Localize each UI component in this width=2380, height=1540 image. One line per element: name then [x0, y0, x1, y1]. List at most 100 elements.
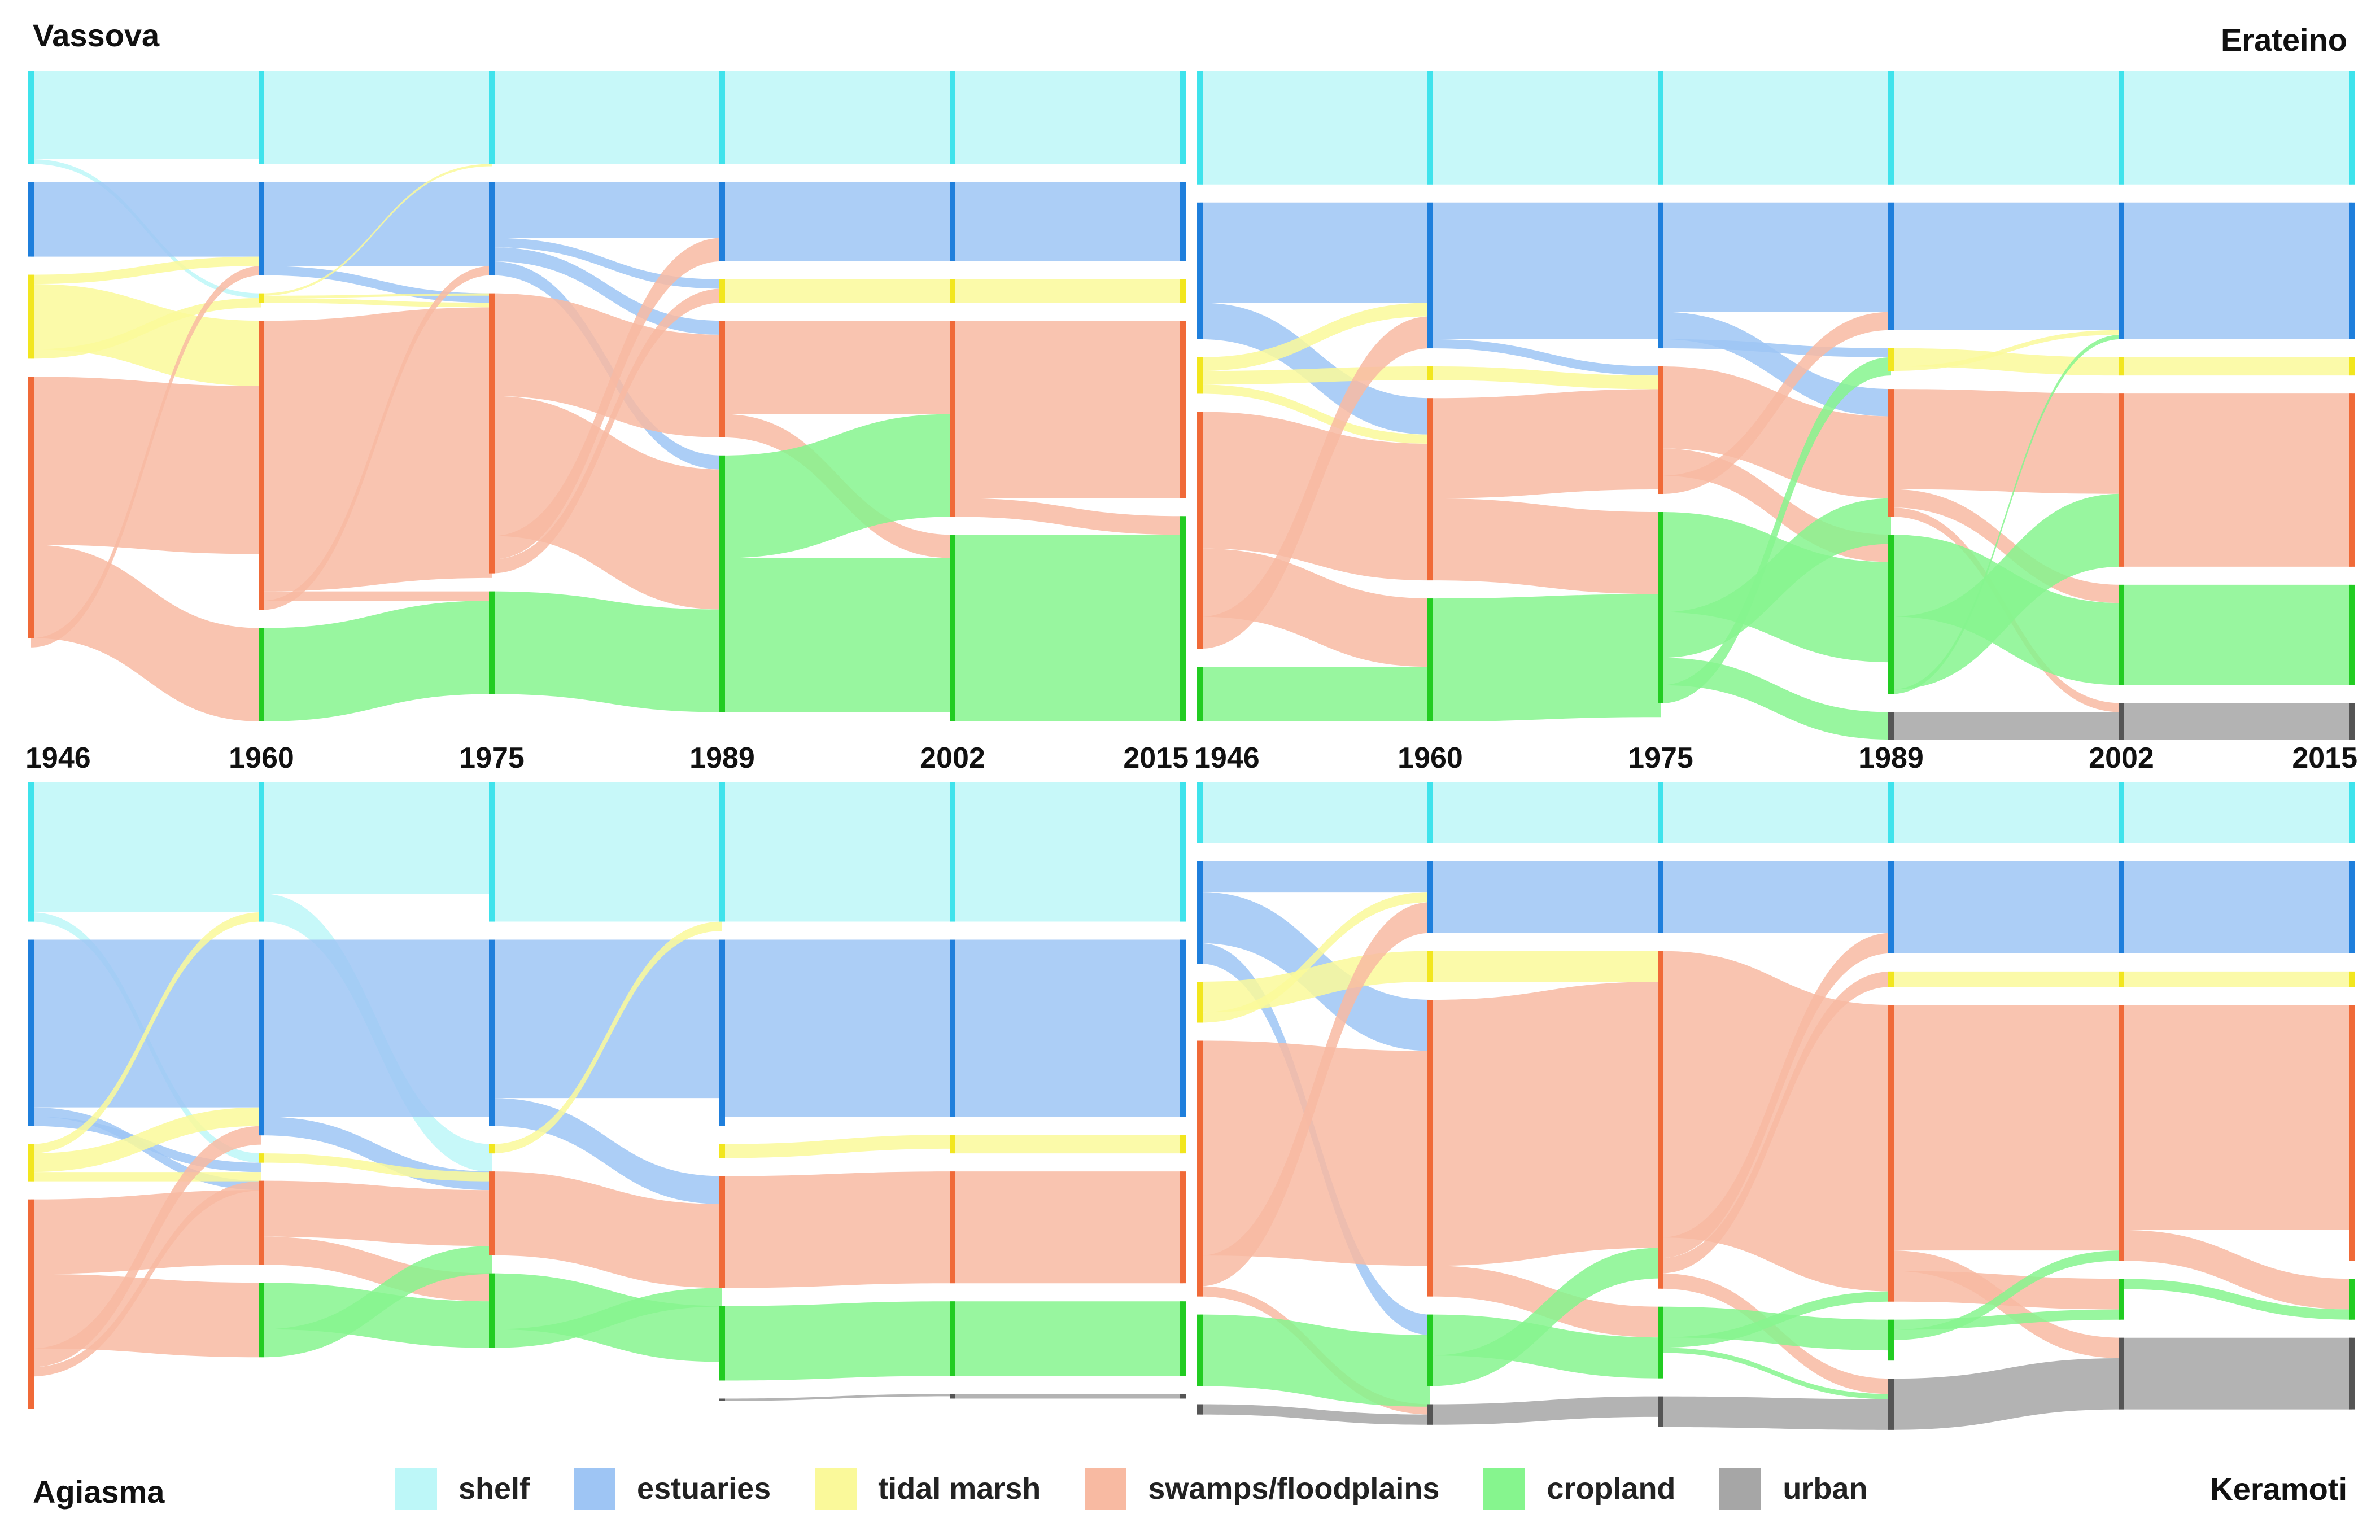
node-tidal_marsh-1946 — [1197, 357, 1203, 394]
flow-cropland-to-cropland — [261, 601, 492, 721]
flow-shelf-to-shelf — [492, 782, 722, 922]
node-swamps-1975 — [1658, 951, 1663, 1289]
node-estuaries-1989 — [719, 182, 725, 261]
node-estuaries-1946 — [28, 939, 34, 1126]
node-estuaries-1960 — [259, 939, 264, 1136]
flow-cropland-to-cropland — [722, 558, 953, 712]
node-shelf-1946 — [28, 71, 34, 164]
node-swamps-1946 — [28, 1199, 34, 1409]
node-estuaries-2002 — [950, 939, 955, 1117]
flow-swamps-to-estuaries — [1200, 902, 1430, 1287]
flow-shelf-to-shelf — [1430, 71, 1661, 185]
node-cropland-1960 — [1427, 1314, 1433, 1386]
node-swamps-1960 — [1427, 398, 1433, 581]
flow-swamps-to-swamps — [1430, 982, 1661, 1266]
flow-estuaries-to-estuaries — [953, 182, 1183, 261]
flow-tidal_marsh-to-estuaries — [31, 256, 261, 285]
flow-swamps-to-swamps — [492, 293, 722, 438]
node-swamps-1960 — [259, 1180, 264, 1265]
year-label-2002: 2002 — [2089, 742, 2154, 775]
flow-swamps-to-tidal_marsh — [31, 1181, 261, 1377]
flow-swamps-to-cropland — [492, 396, 722, 610]
flow-cropland-to-swamps — [1661, 1291, 1891, 1348]
node-shelf-2015 — [1180, 782, 1186, 922]
node-urban-1989 — [1888, 1379, 1894, 1430]
node-cropland-1989 — [1888, 535, 1894, 694]
node-tidal_marsh-1989 — [1888, 348, 1894, 371]
node-cropland-1960 — [259, 1283, 264, 1358]
legend-swatch-estuaries — [574, 1468, 616, 1510]
flow-swamps-to-cropland — [1430, 498, 1661, 594]
flow-swamps-to-swamps — [1891, 389, 2121, 494]
node-shelf-2015 — [2349, 782, 2355, 843]
flow-swamps-to-estuaries — [1200, 316, 1430, 649]
flow-shelf-to-shelf — [722, 71, 953, 164]
flow-estuaries-to-estuaries — [722, 182, 953, 261]
flow-cropland-to-swamps — [1891, 1250, 2121, 1340]
flow-swamps-to-cropland — [261, 591, 492, 601]
flow-swamps-to-swamps — [1430, 389, 1661, 498]
node-swamps-1975 — [489, 1171, 495, 1255]
node-shelf-1960 — [1427, 71, 1433, 185]
node-estuaries-2015 — [2349, 202, 2355, 339]
node-estuaries-2015 — [1180, 939, 1186, 1117]
flow-shelf-to-shelf — [492, 71, 722, 164]
node-urban-2002 — [2119, 1337, 2124, 1410]
flow-shelf-to-shelf — [31, 782, 261, 913]
node-swamps-1946 — [1197, 1040, 1203, 1297]
node-swamps-1960 — [1427, 1000, 1433, 1297]
flow-cropland-to-cropland — [1430, 594, 1661, 721]
flow-cropland-to-cropland — [1430, 1314, 1661, 1379]
node-cropland-1975 — [489, 591, 495, 694]
node-cropland-2002 — [2119, 584, 2124, 685]
flow-cropland-to-swamps — [261, 1246, 492, 1358]
node-shelf-1975 — [1658, 71, 1663, 185]
flow-tidal_marsh-to-shelf — [492, 921, 722, 1154]
node-tidal_marsh-1989 — [1888, 971, 1894, 987]
node-estuaries-1989 — [1888, 861, 1894, 953]
legend: shelf estuaries tidal marsh swamps/flood… — [395, 1468, 1911, 1510]
node-estuaries-1960 — [259, 182, 264, 275]
flow-estuaries-to-estuaries — [1661, 861, 1891, 933]
legend-label-cropland: cropland — [1547, 1472, 1676, 1506]
node-swamps-2002 — [950, 321, 955, 517]
year-label-1989: 1989 — [1858, 742, 1924, 775]
legend-swatch-urban — [1719, 1468, 1762, 1510]
node-estuaries-1946 — [1197, 202, 1203, 339]
flow-cropland-to-cropland — [2121, 584, 2352, 685]
flow-swamps-to-estuaries — [31, 266, 261, 648]
node-shelf-1960 — [259, 782, 264, 922]
flow-shelf-to-shelf — [1200, 782, 1430, 843]
year-label-1960: 1960 — [1398, 742, 1463, 775]
node-urban-2015 — [2349, 1337, 2355, 1410]
node-shelf-2002 — [950, 71, 955, 164]
flow-tidal_marsh-to-tidal_marsh — [1200, 366, 1430, 385]
flow-swamps-to-estuaries — [1661, 312, 1891, 495]
flow-estuaries-to-swamps — [492, 247, 722, 335]
node-shelf-1946 — [1197, 71, 1203, 185]
node-estuaries-2002 — [2119, 202, 2124, 339]
flow-estuaries-to-estuaries — [492, 939, 722, 1099]
flow-shelf-to-shelf — [1891, 782, 2121, 843]
legend-swatch-cropland — [1483, 1468, 1526, 1510]
node-urban-1960 — [1427, 1404, 1433, 1425]
flow-swamps-to-cropland — [953, 498, 1183, 535]
flow-swamps-to-cropland — [31, 544, 261, 721]
sankey-panel-keramoti — [1197, 782, 2355, 1430]
node-estuaries-2002 — [950, 182, 955, 261]
node-shelf-1960 — [1427, 782, 1433, 843]
flow-cropland-to-swamps — [492, 1288, 722, 1348]
node-estuaries-1960 — [1427, 861, 1433, 933]
flow-tidal_marsh-to-tidal_marsh — [953, 1135, 1183, 1154]
flow-tidal_marsh-to-estuaries — [1891, 330, 2121, 371]
flow-cropland-to-cropland — [2121, 1279, 2352, 1320]
flow-swamps-to-estuaries — [1661, 933, 1891, 1258]
flow-tidal_marsh-to-shelf — [31, 912, 261, 1154]
node-swamps-1989 — [719, 1176, 725, 1288]
flow-tidal_marsh-to-estuaries — [1200, 303, 1430, 371]
flow-estuaries-to-estuaries — [953, 939, 1183, 1117]
legend-item-swamps: swamps/floodplains — [1085, 1468, 1439, 1510]
flow-shelf-to-shelf — [261, 782, 492, 894]
legend-item-cropland: cropland — [1483, 1468, 1675, 1510]
flows — [31, 71, 1183, 721]
